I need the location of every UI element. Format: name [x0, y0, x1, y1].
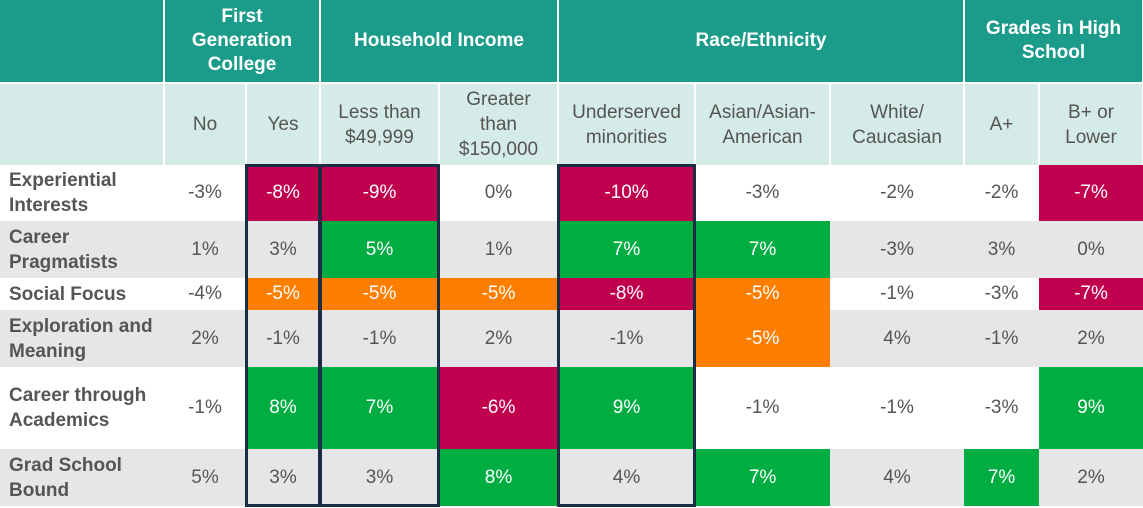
value-cell: -1% — [320, 310, 439, 367]
value-cell: 4% — [830, 310, 964, 367]
value-cell: -3% — [695, 165, 830, 221]
value-cell: 8% — [246, 367, 320, 449]
value-cell: -2% — [830, 165, 964, 221]
group-header-first-generation-college: First Generation College — [164, 0, 321, 83]
value-cell: 7% — [558, 221, 695, 278]
column-header-b-or-lower: B+ or Lower — [1039, 82, 1143, 165]
table-row: Career Pragmatists 1% 3% 5% 1% 7% 7% -3% 3% 0% — [0, 221, 1143, 278]
value-cell: -7% — [1039, 165, 1143, 221]
value-cell: -6% — [439, 367, 558, 449]
value-cell: -3% — [164, 165, 246, 221]
table-row: Social Focus -4% -5% -5% -5% -8% -5% -1% -3% -7% — [0, 278, 1143, 310]
value-cell: 7% — [695, 449, 830, 506]
row-label: Grad School Bound — [0, 449, 164, 506]
value-cell: -5% — [320, 278, 439, 310]
value-cell: -5% — [695, 310, 830, 367]
table-row: Grad School Bound 5% 3% 3% 8% 4% 7% 4% 7% 2% — [0, 449, 1143, 506]
value-cell: -7% — [1039, 278, 1143, 310]
value-cell: 0% — [439, 165, 558, 221]
value-cell: 5% — [320, 221, 439, 278]
value-cell: -1% — [164, 367, 246, 449]
group-header-race-ethnicity: Race/Ethnicity — [558, 0, 965, 83]
column-header-asian-asian-american: Asian/Asian-American — [695, 82, 831, 165]
value-cell: 1% — [164, 221, 246, 278]
table-row: Exploration and Meaning 2% -1% -1% 2% -1% -5% 4… — [0, 310, 1143, 367]
value-cell: -1% — [695, 367, 830, 449]
value-cell: 2% — [1039, 449, 1143, 506]
value-cell: 7% — [695, 221, 830, 278]
column-header-row: No Yes Less than $49,999 Greater than $150,… — [0, 82, 1143, 165]
group-header-row: First Generation College Household Income… — [0, 0, 1143, 83]
column-header-underserved-minorities: Underserved minorities — [558, 82, 696, 165]
value-cell: -10% — [558, 165, 695, 221]
row-label: Career Pragmatists — [0, 221, 164, 278]
column-header-a: A+ — [964, 82, 1040, 165]
value-cell: 5% — [164, 449, 246, 506]
value-cell: -4% — [164, 278, 246, 310]
table-body: Experiential Interests -3% -8% -9% 0% -10% -3%… — [0, 165, 1143, 506]
column-header-white-caucasian: White/ Caucasian — [830, 82, 965, 165]
value-cell: -1% — [830, 278, 964, 310]
column-header-no: No — [164, 82, 247, 165]
value-cell: -1% — [246, 310, 320, 367]
value-cell: 3% — [964, 221, 1039, 278]
value-cell: 7% — [320, 367, 439, 449]
value-cell: -3% — [830, 221, 964, 278]
row-label: Exploration and Meaning — [0, 310, 164, 367]
value-cell: 8% — [439, 449, 558, 506]
value-cell: -5% — [439, 278, 558, 310]
value-cell: 9% — [558, 367, 695, 449]
value-cell: -8% — [558, 278, 695, 310]
value-cell: 7% — [964, 449, 1039, 506]
value-cell: -3% — [964, 278, 1039, 310]
value-cell: -1% — [964, 310, 1039, 367]
value-cell: 0% — [1039, 221, 1143, 278]
group-header-household-income: Household Income — [320, 0, 559, 83]
value-cell: -5% — [695, 278, 830, 310]
row-label: Social Focus — [0, 278, 164, 310]
table-row: Career through Academics -1% 8% 7% -6% 9% -1% -… — [0, 367, 1143, 449]
value-cell: -1% — [830, 367, 964, 449]
value-cell: -8% — [246, 165, 320, 221]
value-cell: -2% — [964, 165, 1039, 221]
value-cell: 2% — [164, 310, 246, 367]
row-label: Experiential Interests — [0, 165, 164, 221]
group-header-blank — [0, 0, 165, 83]
column-header-yes: Yes — [246, 82, 321, 165]
table-row: Experiential Interests -3% -8% -9% 0% -10% -3%… — [0, 165, 1143, 221]
value-cell: 4% — [558, 449, 695, 506]
value-cell: 4% — [830, 449, 964, 506]
value-cell: -1% — [558, 310, 695, 367]
column-header-greater-than-150-000: Greater than $150,000 — [439, 82, 559, 165]
column-header-blank — [0, 82, 165, 165]
column-header-less-than-49-999: Less than $49,999 — [320, 82, 440, 165]
value-cell: 2% — [439, 310, 558, 367]
value-cell: -9% — [320, 165, 439, 221]
value-cell: 9% — [1039, 367, 1143, 449]
value-cell: 3% — [246, 449, 320, 506]
group-header-grades-in-high-school: Grades in High School — [964, 0, 1143, 83]
row-label: Career through Academics — [0, 367, 164, 449]
value-cell: 1% — [439, 221, 558, 278]
value-cell: -3% — [964, 367, 1039, 449]
value-cell: -5% — [246, 278, 320, 310]
value-cell: 3% — [320, 449, 439, 506]
value-cell: 2% — [1039, 310, 1143, 367]
value-cell: 3% — [246, 221, 320, 278]
